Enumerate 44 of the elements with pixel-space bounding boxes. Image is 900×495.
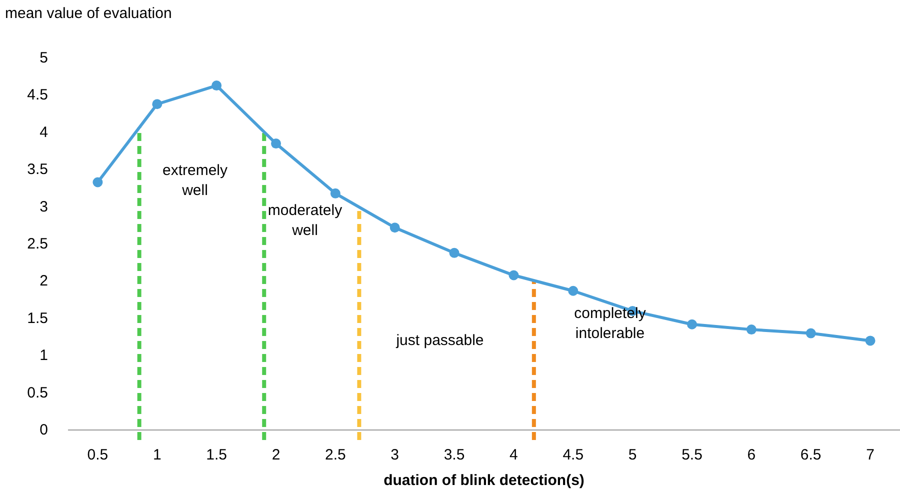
point xyxy=(212,80,222,91)
x-tick-label: 2.5 xyxy=(325,446,346,464)
x-tick-label: 6.5 xyxy=(800,446,822,464)
annotation: moderately well xyxy=(268,202,343,239)
x-tick-label: 2 xyxy=(272,446,280,464)
point xyxy=(92,177,103,188)
x-tick-label: 6 xyxy=(747,446,756,464)
point xyxy=(271,138,281,149)
y-tick-label: 3.5 xyxy=(27,161,48,178)
y-tick-label: 0 xyxy=(40,422,48,438)
x-tick-label: 1.5 xyxy=(206,446,227,464)
x-tick-label: 3.5 xyxy=(444,446,465,464)
point xyxy=(449,248,460,258)
y-tick-label: 0.5 xyxy=(27,384,48,402)
x-tick-label: 5.5 xyxy=(682,446,702,464)
x-tick-label: 0.5 xyxy=(87,446,108,464)
point xyxy=(687,319,697,330)
y-tick-label: 4.5 xyxy=(27,86,48,104)
x-tick-label: 5 xyxy=(628,446,637,464)
y-tick-label: 3 xyxy=(40,198,48,216)
x-tick-label: 7 xyxy=(866,446,874,464)
point xyxy=(865,336,876,346)
y-tick-label: 5 xyxy=(40,50,48,66)
y-tick-label: 2.5 xyxy=(27,236,48,252)
x-tick-label: 4.5 xyxy=(562,446,584,464)
y-tick-label: 4 xyxy=(40,124,48,141)
point xyxy=(152,99,162,110)
x-tick-label: 3 xyxy=(390,446,400,464)
y-tick-label: 1.5 xyxy=(27,310,48,327)
y-tick-label: 2 xyxy=(40,272,48,290)
annotation: just passable xyxy=(395,332,484,349)
point xyxy=(806,328,816,338)
x-axis-title: duation of blink detection(s) xyxy=(384,472,584,489)
x-tick-label: 4 xyxy=(510,446,518,464)
point xyxy=(508,270,519,280)
y-axis-title: mean value of evaluation xyxy=(5,5,172,22)
point xyxy=(390,222,400,233)
point xyxy=(330,188,340,198)
y-tick-label: 1 xyxy=(40,347,48,364)
annotation: completely intolerable xyxy=(574,305,646,342)
x-tick-label: 1 xyxy=(152,446,162,464)
point xyxy=(746,324,756,335)
annotation: extremely well xyxy=(162,162,228,199)
point xyxy=(568,286,578,296)
